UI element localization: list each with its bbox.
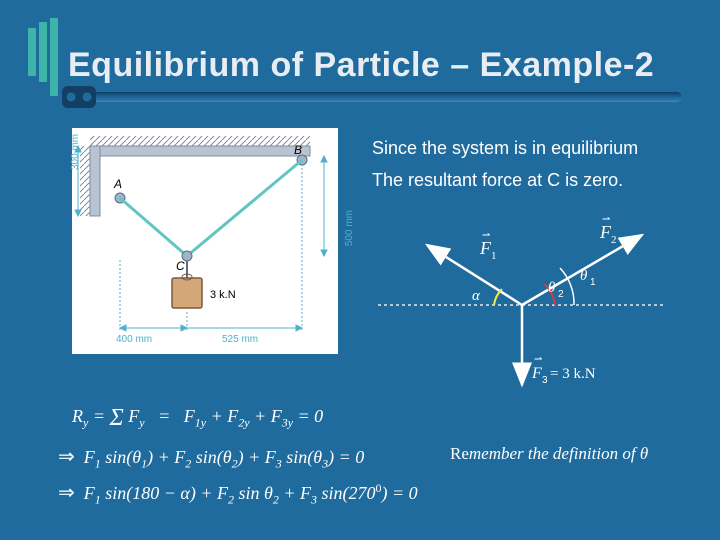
text-line-1: Since the system is in equilibrium — [372, 138, 638, 159]
decor-bars — [28, 18, 62, 118]
eq-line2: ⇒ F1 sin(θ1) + F2 sin(θ2) + F3 sin(θ3) =… — [58, 444, 364, 472]
problem-diagram: A B C 3 k.N 400 mm 525 mm 300 mm 500 — [72, 128, 338, 354]
title-ornament — [62, 86, 96, 108]
text-line-2: The resultant force at C is zero. — [372, 170, 623, 191]
diagram-svg: A B C 3 k.N 400 mm 525 mm — [72, 128, 338, 354]
svg-text:⇀: ⇀ — [534, 354, 542, 365]
decor-bar — [39, 22, 47, 82]
title-underline — [62, 92, 682, 102]
svg-text:= 3 k.N: = 3 k.N — [550, 366, 596, 382]
dim-300: 300 mm — [70, 134, 81, 170]
svg-text:θ: θ — [580, 268, 588, 284]
free-body-diagram: F 1 ⇀ F 2 ⇀ F 3 = 3 k.N ⇀ α θ 2 θ 1 — [372, 210, 672, 400]
slide-title: Equilibrium of Particle – Example-2 — [68, 46, 654, 85]
svg-text:α: α — [472, 288, 481, 304]
dim-500: 500 mm — [344, 210, 355, 246]
eq-remember: Remember the definition of θ — [450, 444, 648, 464]
svg-text:1: 1 — [491, 250, 497, 262]
slide-title-wrap: Equilibrium of Particle – Example-2 — [68, 46, 654, 85]
eq-ry: Ry = Σ Fy = F1y + F2y + F3y = 0 — [72, 402, 323, 431]
label-C: C — [176, 259, 185, 273]
svg-text:⇀: ⇀ — [602, 214, 610, 225]
svg-text:F: F — [531, 365, 542, 382]
eq-line3: ⇒ F1 sin(180 − α) + F2 sin θ2 + F3 sin(2… — [58, 480, 418, 508]
decor-bar — [28, 28, 36, 76]
label-load: 3 k.N — [210, 289, 236, 301]
dim-525: 525 mm — [222, 334, 258, 345]
svg-text:2: 2 — [558, 289, 564, 300]
svg-text:3: 3 — [542, 375, 548, 386]
decor-bar — [50, 18, 58, 96]
svg-text:1: 1 — [590, 277, 596, 288]
svg-text:θ: θ — [548, 280, 556, 296]
svg-text:2: 2 — [611, 234, 617, 246]
dim-400: 400 mm — [116, 334, 152, 345]
svg-text:⇀: ⇀ — [482, 230, 490, 241]
label-A: A — [113, 177, 122, 191]
label-B: B — [294, 143, 302, 157]
